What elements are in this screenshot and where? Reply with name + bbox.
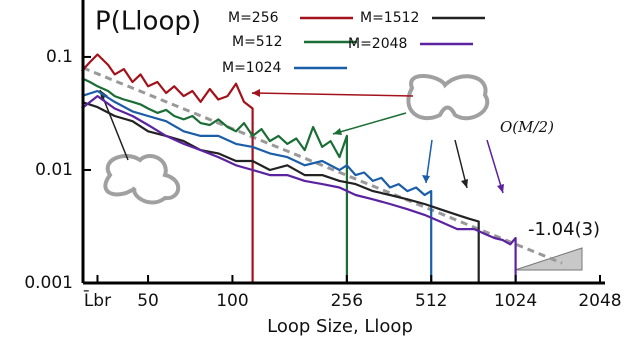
legend-label: M=1512: [360, 10, 419, 26]
arrows: [99, 89, 504, 194]
series-line: [81, 95, 517, 283]
x-tick-label: 1024: [494, 291, 537, 311]
legend-label: M=512: [232, 34, 283, 50]
legend-label: M=1024: [222, 60, 282, 76]
series-line: [80, 53, 254, 283]
x-tick-label: 2048: [578, 291, 621, 311]
legend-label: M=256: [228, 10, 279, 26]
y-tick-label: 0.001: [24, 273, 73, 293]
series-line: [81, 89, 433, 283]
x-tick-label: 50: [137, 291, 159, 311]
loop-shapes: [103, 74, 490, 205]
series-line: [81, 77, 348, 283]
chart-title: P(Lloop): [95, 7, 201, 37]
slope-triangle: [514, 247, 583, 271]
x-tick-label: 256: [331, 291, 363, 311]
annotation: O(M/2): [500, 118, 554, 136]
legend-label: M=2048: [348, 36, 407, 52]
legend: M=256 M=512 M=1024 M=1512 M=2048: [222, 10, 485, 76]
x-axis-label: Loop Size, Lloop: [267, 316, 413, 337]
y-tick-label: 0.1: [46, 47, 73, 67]
y-tick-label: 0.01: [35, 160, 73, 180]
x-tick-label: 100: [216, 291, 248, 311]
x-tick-label: 512: [415, 291, 447, 311]
x-tick-label: L̄br: [84, 289, 112, 311]
series-line: [81, 100, 480, 283]
reference-line: [82, 66, 563, 265]
annotation: -1.04(3): [528, 219, 600, 240]
